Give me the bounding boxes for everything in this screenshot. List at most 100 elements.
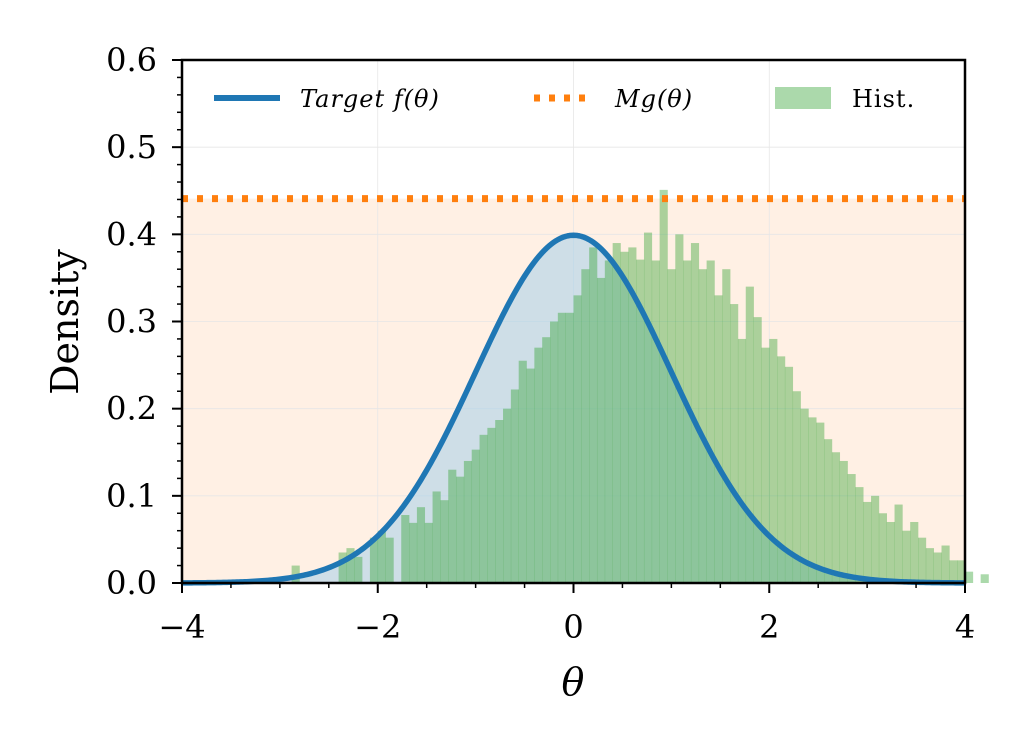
histogram-bar	[675, 234, 684, 584]
histogram-bar	[839, 460, 848, 583]
histogram-series	[291, 189, 989, 584]
histogram-bar	[612, 243, 621, 584]
histogram-bar	[377, 530, 386, 583]
histogram-bar	[440, 500, 449, 583]
histogram-bar	[385, 537, 394, 583]
histogram-bar	[604, 260, 613, 583]
histogram-bar	[847, 474, 856, 583]
histogram-bar	[910, 521, 919, 583]
y-tick-label: 0.0	[106, 564, 157, 602]
histogram-bar	[643, 232, 653, 583]
histogram-bar	[589, 247, 598, 584]
legend-label-envelope: Mg(θ)	[614, 85, 693, 113]
x-tick-label: 4	[955, 608, 975, 646]
histogram-bar	[518, 360, 527, 583]
histogram-bar	[824, 439, 833, 583]
target-curve	[181, 232, 966, 586]
legend-label-histogram: Hist.	[852, 85, 915, 113]
histogram-bar	[925, 548, 934, 583]
y-tick-label: 0.6	[106, 41, 157, 79]
histogram-bar	[573, 295, 582, 583]
x-tick-label: −4	[158, 608, 205, 646]
legend-label-target: Target f(θ)	[300, 85, 440, 113]
histogram-bar	[690, 243, 700, 584]
histogram-bar	[965, 571, 974, 583]
histogram-bar	[933, 552, 942, 583]
histogram-bar	[745, 286, 754, 583]
x-axis-tick-labels: −4 −2 0 2 4	[158, 608, 975, 646]
histogram-bar	[409, 522, 418, 583]
histogram-bar	[432, 491, 441, 583]
histogram-bar	[596, 277, 606, 583]
histogram-bar	[479, 434, 488, 583]
histogram-bar	[636, 259, 645, 583]
histogram-bar	[503, 408, 512, 583]
histogram-bar	[894, 504, 903, 583]
y-axis-title: Density	[43, 249, 87, 395]
histogram-bar	[581, 269, 590, 583]
histogram-bar	[722, 269, 731, 583]
histogram-bar	[769, 338, 778, 583]
histogram-bar	[714, 295, 723, 583]
histogram-bar	[871, 495, 880, 583]
y-tick-label: 0.4	[106, 215, 157, 253]
histogram-bar	[706, 260, 715, 583]
histogram-bar	[471, 449, 480, 583]
histogram-bar	[957, 560, 966, 583]
histogram-bar	[346, 548, 355, 583]
histogram-bar	[902, 530, 911, 583]
x-tick-label: 0	[563, 608, 583, 646]
histogram-bar	[761, 347, 770, 583]
histogram-bar	[784, 366, 794, 583]
y-tick-label: 0.2	[106, 390, 157, 428]
histogram-bar	[808, 417, 817, 583]
histogram-bar	[495, 419, 504, 583]
histogram-bar	[886, 521, 895, 583]
x-axis-title: θ	[562, 660, 585, 704]
y-tick-label: 0.3	[106, 303, 157, 341]
histogram-bar	[800, 408, 809, 583]
histogram-bar	[855, 487, 864, 583]
histogram-bar	[792, 391, 801, 583]
histogram-bar	[448, 469, 457, 583]
histogram-bar	[949, 560, 958, 583]
histogram-bar	[369, 537, 379, 583]
histogram-bar	[487, 427, 496, 583]
histogram-bar	[534, 347, 543, 583]
x-tick-label: 2	[759, 608, 779, 646]
histogram-bar	[980, 574, 989, 583]
y-axis-tick-labels: 0.0 0.1 0.2 0.3 0.4 0.5 0.6	[106, 41, 157, 602]
histogram-bar	[659, 189, 668, 583]
histogram-bar	[878, 513, 887, 583]
histogram-bar	[730, 304, 739, 583]
legend-swatch-histogram	[775, 87, 831, 109]
histogram-bar	[550, 321, 559, 583]
histogram-bar	[456, 476, 465, 583]
y-tick-label: 0.1	[106, 477, 157, 515]
x-tick-label: −2	[354, 608, 401, 646]
histogram-bar	[620, 251, 629, 583]
histogram-bar	[777, 356, 786, 583]
histogram-bar	[463, 460, 473, 583]
y-tick-label: 0.5	[106, 128, 157, 166]
histogram-bar	[863, 501, 872, 583]
histogram-bar	[542, 337, 551, 583]
histogram-bar	[816, 422, 825, 583]
target-fill	[182, 235, 965, 583]
histogram-bar	[941, 545, 950, 583]
histogram-bar	[651, 260, 660, 583]
histogram-bar	[628, 247, 637, 584]
histogram-bar	[338, 552, 347, 583]
histogram-bar	[753, 317, 762, 583]
histogram-bar	[831, 452, 841, 583]
axis-ticks	[172, 59, 966, 593]
histogram-bar	[526, 368, 535, 583]
target-fill-area	[182, 235, 965, 583]
histogram-bar	[683, 260, 692, 583]
histogram-bar	[510, 389, 519, 583]
histogram-bar	[918, 537, 927, 583]
legend: Target f(θ) Mg(θ) Hist.	[214, 85, 915, 113]
histogram-bar	[557, 312, 566, 583]
histogram-bar	[565, 312, 574, 583]
